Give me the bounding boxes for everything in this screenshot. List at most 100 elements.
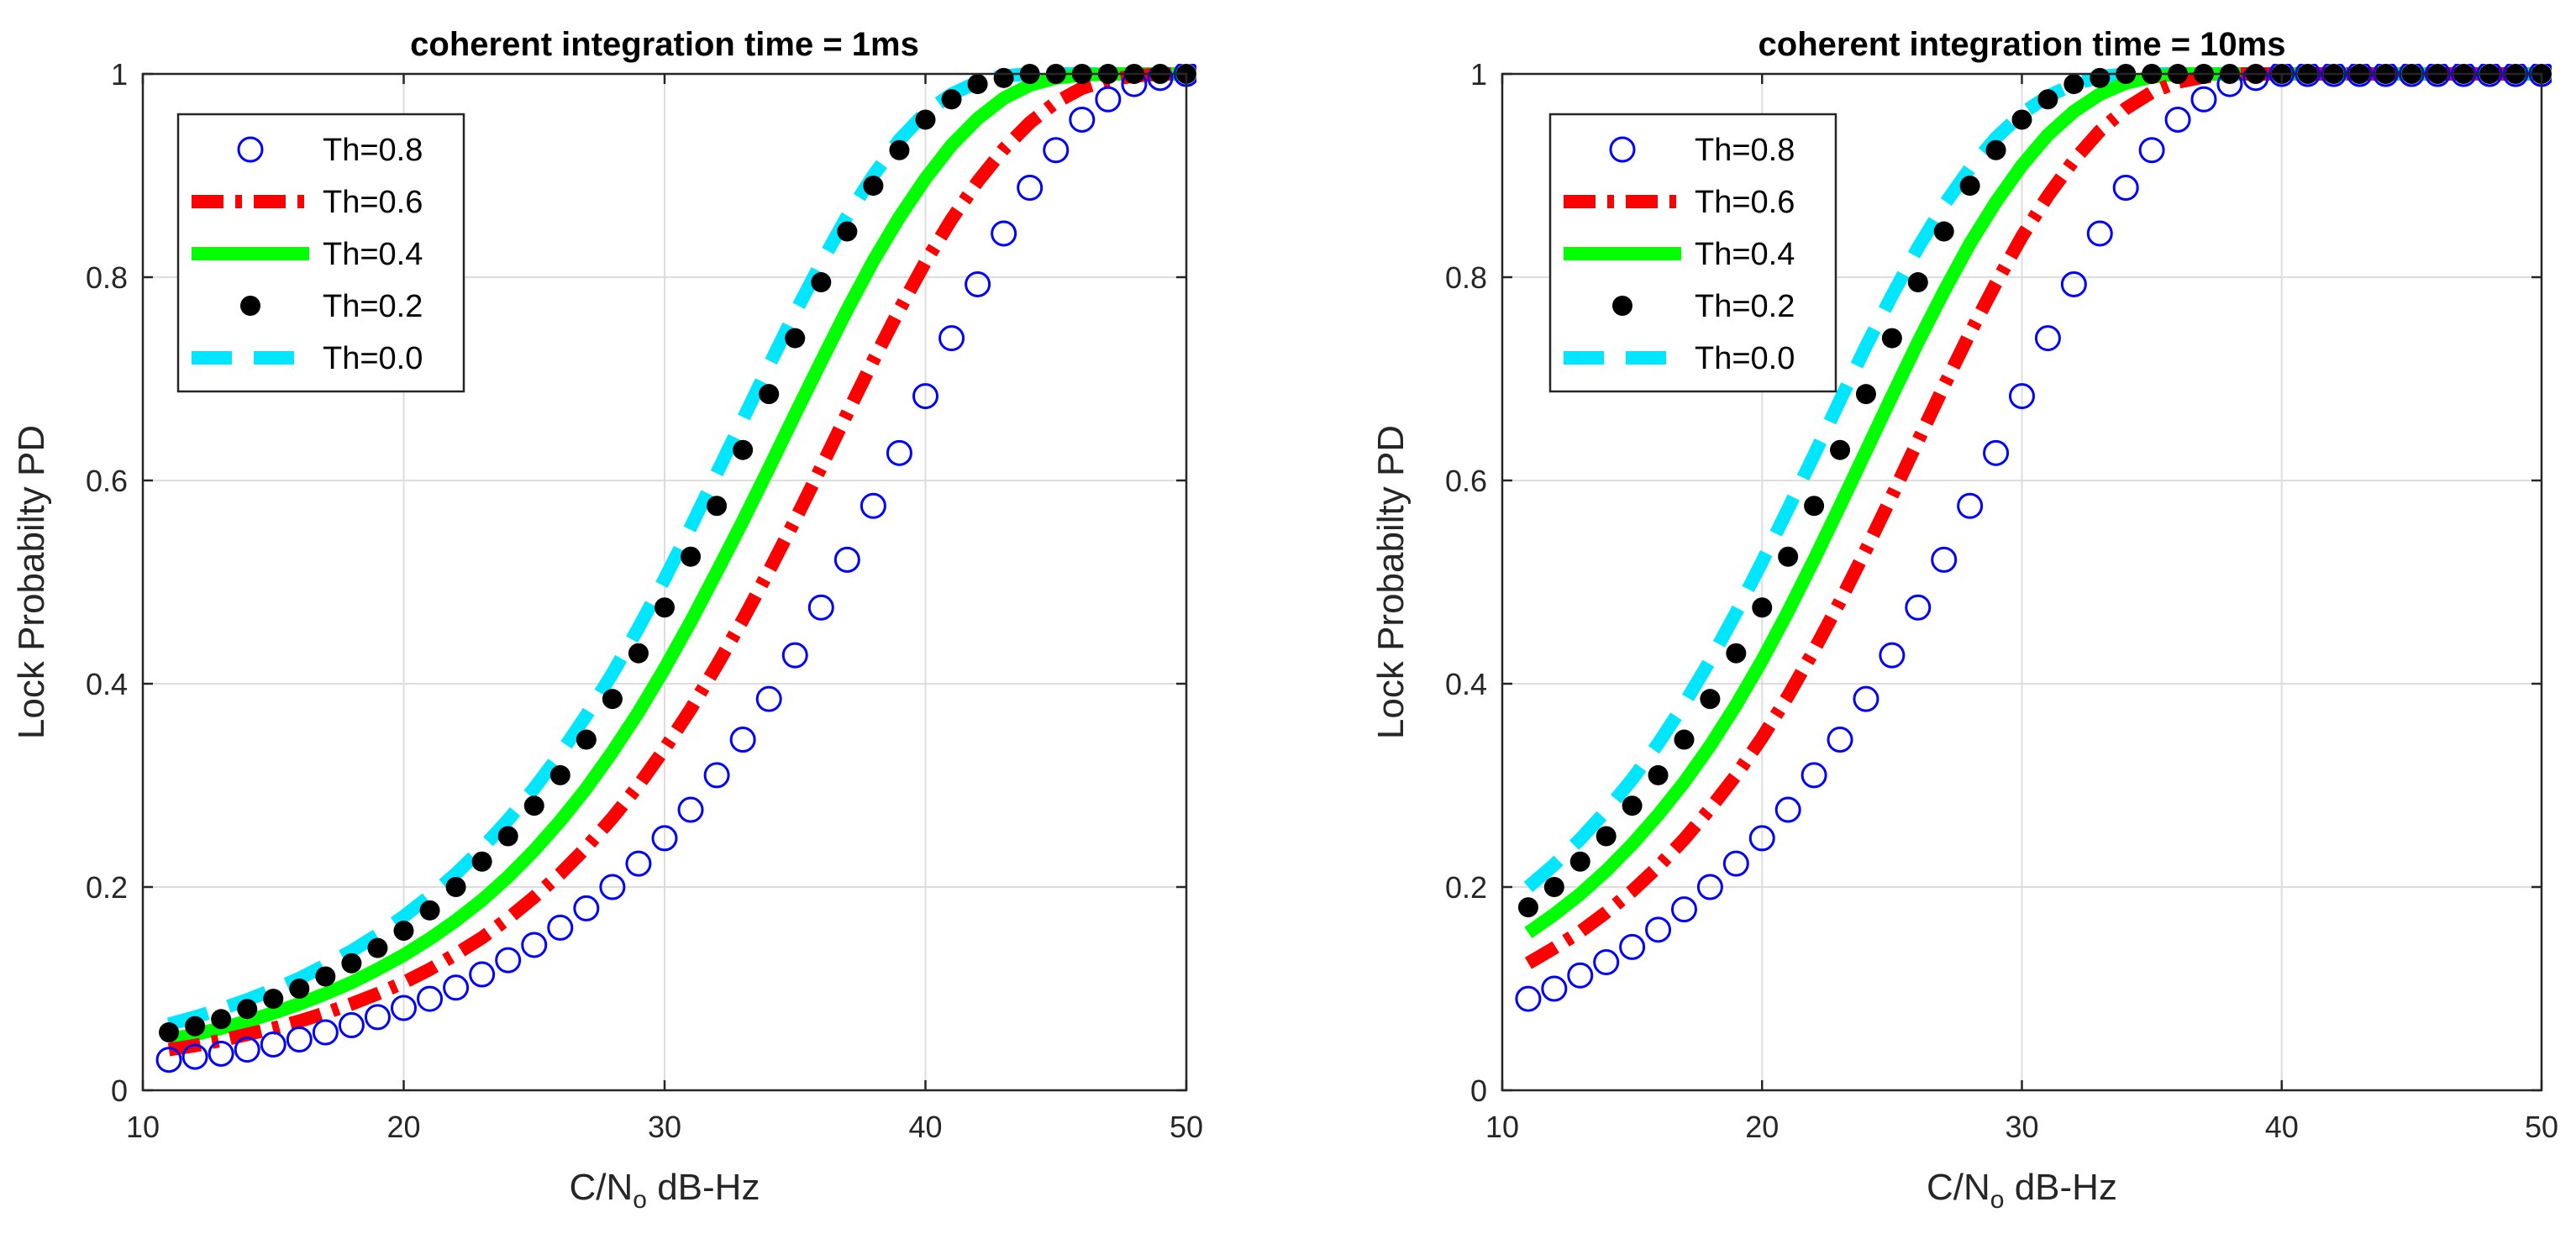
series-point-Th=0.8-14 <box>1593 949 1620 976</box>
series-point-Th=0.2-31 <box>2037 89 2058 110</box>
series-point-Th=0.8-29 <box>625 850 652 877</box>
series-point-Th=0.8-18 <box>338 1012 365 1039</box>
series-point-Th=0.8-13 <box>1567 962 1594 989</box>
series-point-Th=0.8-28 <box>599 874 626 900</box>
series-point-Th=0.2-43 <box>993 67 1014 88</box>
series-point-Th=0.8-25 <box>1879 642 1906 669</box>
series-point-Th=0.8-26 <box>547 914 574 941</box>
x-tick-label: 50 <box>2525 1110 2558 1144</box>
series-point-Th=0.2-16 <box>1648 764 1669 785</box>
series-point-Th=0.2-23 <box>471 851 492 872</box>
series-point-Th=0.2-13 <box>211 1009 232 1030</box>
series-point-Th=0.2-12 <box>185 1016 206 1037</box>
series-point-Th=0.8-11 <box>1515 985 1542 1012</box>
series-point-Th=0.2-19 <box>367 937 388 958</box>
series-point-Th=0.2-16 <box>289 979 310 999</box>
series-point-Th=0.8-43 <box>991 220 1017 247</box>
legend-label: Th=0.0 <box>323 341 423 376</box>
series-point-Th=0.8-27 <box>573 895 600 921</box>
series-point-Th=0.2-20 <box>1752 597 1773 618</box>
series-point-Th=0.2-26 <box>1907 272 1928 293</box>
chart-title: coherent integration time = 10ms <box>1759 26 2286 63</box>
chart-panel-2: 10 20 30 40 50 0 0.2 0.4 0.6 0.8 1 coherent integra… <box>1370 26 2558 1214</box>
series-point-Th=0.8-14 <box>234 1037 260 1063</box>
x-tick-label: 30 <box>2005 1110 2038 1144</box>
legend-label: Th=0.8 <box>323 133 423 168</box>
series-point-Th=0.8-47 <box>1095 86 1122 113</box>
y-tick-label: 0.8 <box>86 260 128 295</box>
series-point-Th=0.2-33 <box>733 439 754 460</box>
legend: Th=0.8 Th=0.6 Th=0.4 Th=0.2 Th=0.0 <box>176 113 465 393</box>
series-point-Th=0.2-23 <box>1830 439 1851 460</box>
series-point-Th=0.2-17 <box>315 966 336 987</box>
y-tick-label: 0.2 <box>86 870 128 905</box>
series-point-Th=0.8-29 <box>1983 439 2010 466</box>
series-point-Th=0.2-30 <box>655 597 675 618</box>
legend-marker-Th=0.2 <box>1612 296 1632 316</box>
series-point-Th=0.2-33 <box>2090 67 2111 88</box>
series-point-Th=0.2-22 <box>445 877 466 897</box>
chart-panel-1: 10 20 30 40 50 0 0.2 0.4 0.6 0.8 1 coherent integra… <box>11 26 1203 1214</box>
series-point-Th=0.8-24 <box>1853 685 1879 712</box>
series-point-Th=0.8-35 <box>2138 137 2165 164</box>
series-point-Th=0.2-40 <box>915 109 936 130</box>
series-point-Th=0.2-30 <box>2011 109 2032 130</box>
x-tick-label: 20 <box>386 1110 420 1144</box>
series-point-Th=0.8-12 <box>1541 975 1568 1002</box>
series-point-Th=0.8-46 <box>1069 106 1096 133</box>
series-point-Th=0.8-39 <box>886 439 912 466</box>
series-point-Th=0.2-24 <box>1855 384 1876 405</box>
series-point-Th=0.8-34 <box>755 685 782 712</box>
legend-label: Th=0.2 <box>1695 289 1795 324</box>
series-point-Th=0.8-21 <box>417 985 444 1012</box>
series-point-Th=0.2-18 <box>341 953 362 974</box>
series-point-Th=0.8-20 <box>391 995 417 1021</box>
legend: Th=0.8 Th=0.6 Th=0.4 Th=0.2 Th=0.0 <box>1548 113 1837 393</box>
legend-label: Th=0.6 <box>323 185 423 220</box>
series-point-Th=0.2-42 <box>967 74 988 95</box>
series-point-Th=0.2-38 <box>863 176 884 197</box>
legend-marker-Th=0.8 <box>1609 136 1636 163</box>
series-point-Th=0.2-14 <box>1596 826 1617 847</box>
series-line-Th=0.0 <box>1523 67 2542 893</box>
series-point-Th=0.8-25 <box>521 932 548 958</box>
series-point-Th=0.8-37 <box>833 546 860 573</box>
series-point-Th=0.2-20 <box>393 921 414 942</box>
legend-marker-Th=0.2 <box>240 296 260 316</box>
y-tick-label: 1 <box>1470 57 1487 92</box>
x-axis-label: C/No dB-Hz <box>570 1167 760 1214</box>
series-point-Th=0.8-19 <box>364 1004 391 1031</box>
series-point-Th=0.2-37 <box>837 221 858 242</box>
series-point-Th=0.2-15 <box>1622 795 1643 816</box>
x-tick-label: 20 <box>1745 1110 1779 1144</box>
series-point-Th=0.8-36 <box>807 594 834 621</box>
legend-label: Th=0.6 <box>1695 185 1795 220</box>
legend-label: Th=0.2 <box>323 289 423 324</box>
series-point-Th=0.2-27 <box>576 729 597 750</box>
series-point-Th=0.2-29 <box>628 643 649 664</box>
series-point-Th=0.2-24 <box>497 826 518 847</box>
series-point-Th=0.8-17 <box>312 1019 339 1046</box>
legend-marker-Th=0.8 <box>237 136 264 163</box>
legend-label: Th=0.0 <box>1695 341 1795 376</box>
series-point-Th=0.2-34 <box>759 384 780 405</box>
series-point-Th=0.2-35 <box>785 328 806 349</box>
series-point-Th=0.8-16 <box>1645 916 1672 943</box>
series-point-Th=0.2-31 <box>681 546 702 567</box>
y-tick-label: 0.6 <box>1445 464 1487 498</box>
series-point-Th=0.8-36 <box>2164 106 2191 133</box>
series-point-Th=0.8-33 <box>2086 220 2113 247</box>
series-point-Th=0.2-18 <box>1700 689 1721 710</box>
series-point-Th=0.8-37 <box>2190 86 2217 113</box>
series-point-Th=0.2-32 <box>2063 74 2084 95</box>
y-axis-label: Lock Probabilty PD <box>1370 425 1412 739</box>
series-point-Th=0.8-22 <box>1801 762 1827 789</box>
series-point-Th=0.8-22 <box>443 974 470 1001</box>
series-point-Th=0.8-40 <box>912 383 938 410</box>
series-point-Th=0.8-11 <box>155 1047 182 1073</box>
y-tick-label: 0 <box>1470 1073 1487 1108</box>
x-tick-label: 50 <box>1170 1110 1203 1144</box>
series-point-Th=0.2-27 <box>1933 221 1954 242</box>
chart-title: coherent integration time = 1ms <box>410 26 919 63</box>
series-point-Th=0.2-21 <box>1778 546 1799 567</box>
